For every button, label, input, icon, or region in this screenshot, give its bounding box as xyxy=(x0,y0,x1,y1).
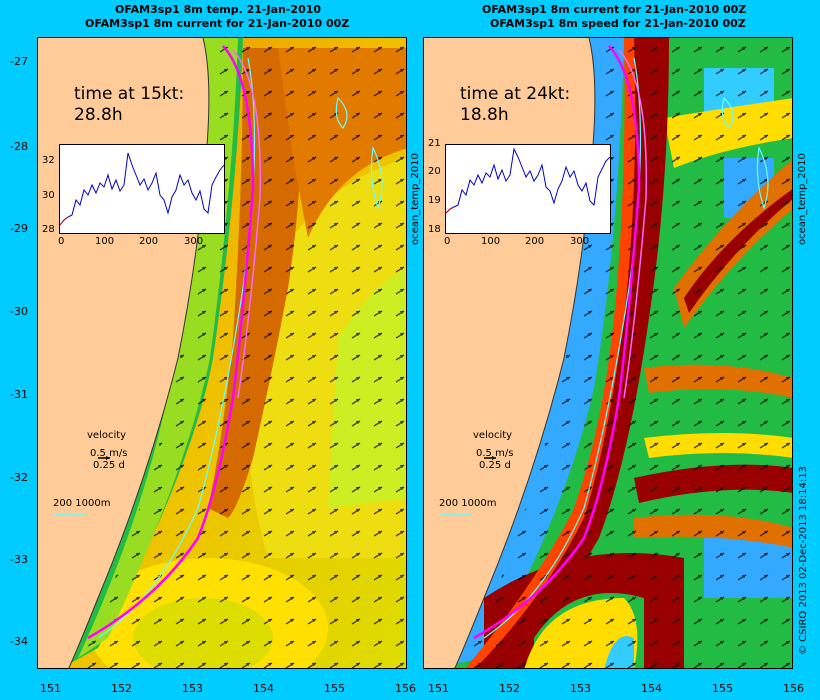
inset-x-tick: 0 xyxy=(444,236,451,247)
lon-tick-label: 152 xyxy=(499,682,520,695)
lon-tick-label: 154 xyxy=(641,682,662,695)
inset-x-tick: 200 xyxy=(525,236,545,247)
inset-y-tick: 32 xyxy=(42,155,55,166)
lon-tick-label: 154 xyxy=(253,682,274,695)
left-time-value: 28.8h xyxy=(74,105,123,125)
inset-y-tick: 28 xyxy=(42,224,55,235)
left-side-label: ocean_temp_2010 xyxy=(410,153,421,245)
speed-label: 0.5 m/s xyxy=(476,448,514,459)
inset-y-tick: 21 xyxy=(428,138,441,149)
left-time-label: time at 15kt: xyxy=(74,84,185,104)
lon-tick-label: 151 xyxy=(428,682,449,695)
temperature-timeseries-inset xyxy=(59,144,225,234)
lat-tick-label: -34 xyxy=(10,635,28,648)
days-label: 0.25 d xyxy=(479,460,511,471)
lat-tick-label: -32 xyxy=(10,471,28,484)
speed-label: 0.5 m/s xyxy=(90,448,128,459)
lon-tick-label: 156 xyxy=(783,682,804,695)
right-time-label: time at 24kt: xyxy=(460,84,571,104)
velocity-label: velocity xyxy=(473,430,513,441)
lat-tick-label: -29 xyxy=(10,222,28,235)
lat-tick-label: -31 xyxy=(10,388,28,401)
inset-x-tick: 100 xyxy=(481,236,501,247)
speed-map: time at 24kt: 18.8h velocity 0.5 m/s 0.2… xyxy=(423,37,793,669)
right-title-line1: OFAM3sp1 8m current for 21-Jan-2010 00Z xyxy=(482,3,747,16)
isobath-legend-label: 200 1000m xyxy=(439,498,497,509)
inset-x-tick: 300 xyxy=(184,236,204,247)
inset-y-tick: 30 xyxy=(42,190,55,201)
right-time-value: 18.8h xyxy=(460,105,509,125)
inset-y-tick: 20 xyxy=(428,166,441,177)
lon-tick-label: 155 xyxy=(712,682,733,695)
lat-tick-label: -28 xyxy=(10,140,28,153)
inset-y-tick: 19 xyxy=(428,195,441,206)
lon-tick-label: 156 xyxy=(395,682,416,695)
inset-y-tick: 18 xyxy=(428,224,441,235)
lat-tick-label: -33 xyxy=(10,553,28,566)
lon-tick-label: 151 xyxy=(40,682,61,695)
lon-tick-label: 153 xyxy=(182,682,203,695)
lon-tick-label: 152 xyxy=(111,682,132,695)
lat-tick-label: -27 xyxy=(10,55,28,68)
left-title-line1: OFAM3sp1 8m temp. 21-Jan-2010 xyxy=(115,3,322,16)
temperature-map: time at 15kt: 28.8h velocity 0.5 m/s 0.2… xyxy=(37,37,407,669)
right-side-label: ocean_temp_2010 xyxy=(797,153,808,245)
days-label: 0.25 d xyxy=(93,460,125,471)
lon-tick-label: 155 xyxy=(324,682,345,695)
inset-x-tick: 300 xyxy=(570,236,590,247)
velocity-label: velocity xyxy=(87,430,127,441)
lon-tick-label: 153 xyxy=(570,682,591,695)
right-title-line2: OFAM3sp1 8m speed for 21-Jan-2010 00Z xyxy=(490,17,746,30)
lat-tick-label: -30 xyxy=(10,305,28,318)
speed-timeseries-inset xyxy=(445,144,611,234)
inset-x-tick: 0 xyxy=(58,236,65,247)
inset-x-tick: 100 xyxy=(95,236,115,247)
inset-x-tick: 200 xyxy=(139,236,159,247)
isobath-legend-label: 200 1000m xyxy=(53,498,111,509)
credit-text: © CSIRO 2013 02-Dec-2013 18:14:13 xyxy=(798,466,809,655)
left-title-line2: OFAM3sp1 8m current for 21-Jan-2010 00Z xyxy=(85,17,350,30)
